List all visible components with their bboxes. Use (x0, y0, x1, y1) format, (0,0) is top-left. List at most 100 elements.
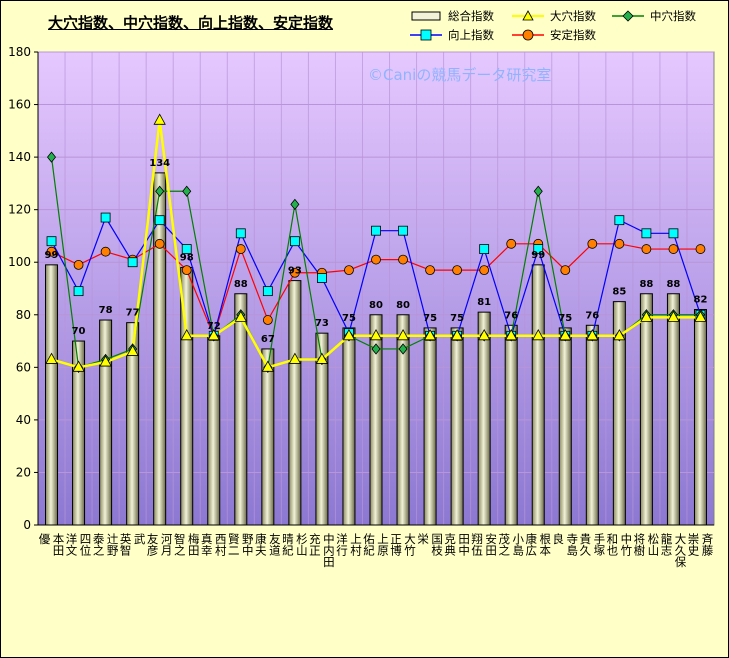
y-tick-label: 0 (23, 518, 31, 532)
bar (207, 335, 221, 526)
bar-data-label: 73 (315, 318, 329, 329)
bar (639, 293, 653, 526)
x-tick-label: 河月 (160, 533, 174, 556)
x-tick-label: 泰之 (92, 532, 106, 556)
point-ana (586, 328, 599, 341)
y-tick-label: 140 (8, 150, 31, 164)
bar (450, 327, 464, 526)
x-tick-label: 中内田 (322, 533, 336, 568)
point-antei (181, 265, 192, 276)
bar-data-label: 93 (288, 266, 302, 277)
bar-data-label: 67 (261, 334, 275, 345)
point-antei (46, 246, 57, 257)
x-tick-label: 大竹 (403, 532, 417, 557)
watermark: ©Caniの競馬データ研究室 (368, 66, 552, 84)
x-tick-label: 杉山 (295, 532, 309, 556)
x-tick-label: 梅田 (187, 532, 201, 556)
point-antei (154, 238, 165, 249)
point-antei (641, 244, 652, 254)
x-tick-label: 田中 (457, 533, 471, 556)
point-kojo (398, 225, 408, 236)
point-chuana (371, 343, 381, 355)
x-tick-label: 崇史 (686, 533, 700, 557)
bar (693, 309, 707, 526)
y-tick-label: 180 (8, 45, 31, 59)
bar (504, 324, 518, 526)
bar-data-label: 82 (694, 295, 708, 306)
point-antei (614, 238, 625, 249)
legend-label: 安定指数 (550, 28, 596, 42)
x-tick-label: 上原 (376, 533, 390, 556)
bar (369, 314, 383, 526)
x-tick-label: 斉藤 (700, 532, 714, 557)
x-tick-label: 野中 (241, 533, 255, 556)
point-kojo (46, 236, 57, 247)
point-kojo (479, 244, 490, 254)
bar (288, 280, 302, 526)
point-antei (425, 265, 435, 276)
bar (612, 301, 626, 526)
x-tick-label: 佑紀 (362, 532, 376, 556)
point-ana (667, 310, 680, 322)
x-tick-label: 松山 (646, 532, 660, 556)
point-kojo (668, 228, 679, 239)
bar-data-label: 80 (369, 300, 383, 311)
x-tick-label: 康夫 (254, 532, 268, 557)
x-tick-label: 上村 (349, 533, 363, 556)
point-kojo (235, 228, 246, 239)
bar (234, 293, 248, 526)
point-kojo (289, 236, 300, 247)
point-ana (234, 310, 247, 322)
bar-data-label: 80 (396, 300, 410, 311)
y-tick-label: 160 (8, 98, 31, 112)
point-kojo (533, 244, 544, 254)
point-kojo (641, 228, 652, 239)
point-ana (180, 328, 193, 341)
bar (45, 264, 59, 526)
point-antei (262, 315, 273, 325)
point-antei (235, 244, 246, 254)
x-tick-label: 和也 (605, 533, 619, 556)
x-tick-label: 洋文 (65, 532, 79, 556)
bar-data-label: 81 (477, 297, 491, 308)
bar (477, 311, 491, 526)
point-ana (559, 328, 572, 341)
x-tick-label: 康広 (524, 532, 538, 557)
bar-data-label: 99 (531, 250, 545, 261)
point-ana (532, 328, 545, 341)
point-chuana (398, 343, 408, 355)
x-tick-label: 優 (38, 533, 52, 545)
x-tick-label: 友彦 (146, 532, 160, 557)
point-kojo (181, 244, 192, 254)
bar-data-label: 85 (612, 287, 626, 298)
chart-title: 大穴指数、中穴指数、向上指数、安定指数 (48, 14, 334, 32)
x-tick-label: 寺島 (565, 533, 579, 557)
point-kojo (317, 273, 327, 283)
bar-data-label: 75 (342, 313, 356, 324)
y-tick-label: 120 (8, 203, 31, 217)
x-tick-label: 武 (133, 533, 147, 545)
x-tick-label: 西村 (214, 533, 228, 556)
bar (342, 327, 356, 526)
x-tick-label: 国枝 (430, 533, 444, 557)
point-kojo (614, 215, 625, 226)
x-tick-label: 友道 (268, 532, 282, 556)
legend-label: 中穴指数 (650, 9, 696, 23)
point-ana (450, 328, 464, 341)
point-kojo (100, 212, 111, 223)
bar-data-label: 99 (45, 250, 59, 261)
y-tick-label: 60 (16, 360, 31, 374)
bar-data-label: 134 (149, 158, 170, 169)
y-tick-label: 100 (8, 255, 31, 269)
point-chuana (533, 185, 543, 197)
y-tick-label: 80 (16, 308, 31, 322)
bar (153, 172, 167, 526)
point-kojo (127, 257, 138, 268)
x-tick-label: 良 (551, 532, 565, 545)
bar-data-label: 75 (423, 313, 437, 324)
point-ana (477, 328, 491, 341)
point-ana (505, 328, 518, 341)
x-tick-label: 小島 (511, 533, 525, 557)
x-tick-label: 英智 (119, 532, 133, 557)
